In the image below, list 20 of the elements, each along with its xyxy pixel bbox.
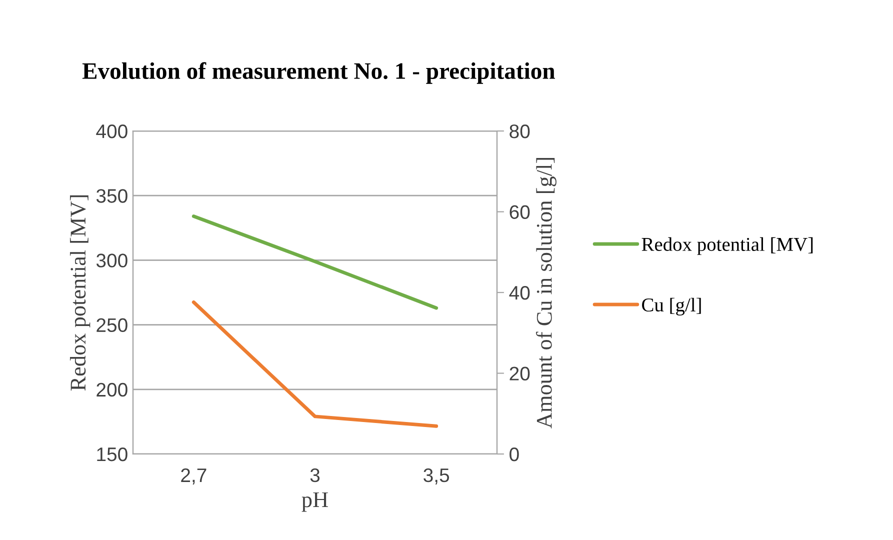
- y2-axis-title: Amount of Cu in solution [g/l]: [536, 158, 556, 428]
- x-tick-label: 3,5: [424, 468, 450, 484]
- legend-label: Cu [g/l]: [642, 298, 701, 316]
- y-tick-label: 350: [96, 189, 128, 203]
- y-tick-label: 200: [96, 382, 128, 397]
- y2-tick-label: 60: [510, 205, 530, 219]
- x-axis-title: pH: [302, 492, 328, 512]
- legend-label: Redox potential [MV]: [642, 237, 813, 255]
- y-tick-label: 300: [96, 254, 128, 268]
- chart-title: Evolution of measurement No. 1 - precipitation: [82, 62, 555, 84]
- y2-tick-label: 0: [510, 447, 519, 462]
- y-tick-label: 150: [97, 447, 128, 462]
- y2-tick-label: 80: [510, 124, 530, 138]
- x-tick-label: 3: [310, 468, 320, 482]
- x-tick-label: 2,7: [181, 468, 206, 484]
- y-axis-title: Redox potential [MV]: [70, 195, 90, 391]
- y-tick-label: 250: [96, 318, 128, 332]
- y-tick-label: 400: [96, 124, 128, 138]
- y2-tick-label: 20: [510, 366, 530, 380]
- y2-tick-label: 40: [509, 286, 530, 300]
